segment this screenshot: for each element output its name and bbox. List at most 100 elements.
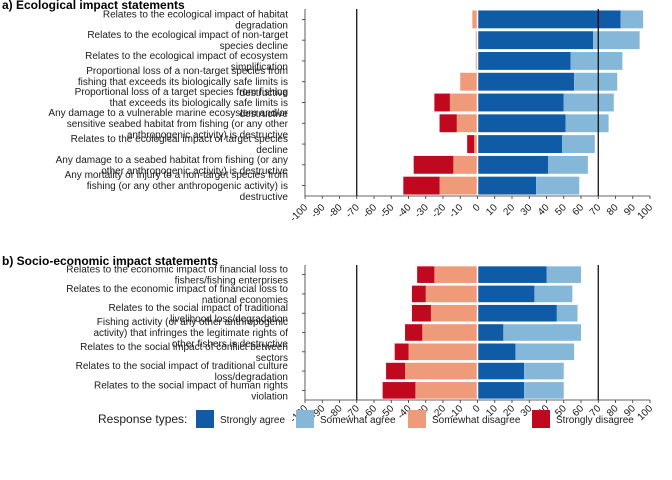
legend-swatch: [532, 410, 550, 428]
x-tick-label: -90: [309, 202, 327, 220]
bar-strongly-disagree: [413, 155, 454, 174]
panel-socio-economic: b) Socio-economic impact statementsRelat…: [2, 254, 655, 425]
bar-strongly-agree: [477, 362, 525, 380]
category-label: Proportional loss of a non-target specie…: [78, 66, 289, 99]
bar-somewhat-agree: [534, 285, 573, 303]
legend-swatch: [196, 410, 214, 428]
bar-strongly-disagree: [411, 285, 426, 303]
bar-strongly-agree: [477, 155, 549, 174]
bar-somewhat-disagree: [405, 362, 478, 380]
bar-somewhat-agree: [546, 266, 581, 283]
bar-strongly-disagree: [394, 343, 409, 361]
bar-somewhat-agree: [570, 52, 623, 70]
bar-strongly-agree: [477, 266, 547, 283]
bar-somewhat-disagree: [439, 176, 478, 195]
x-tick-label: -40: [396, 202, 414, 220]
bar-somewhat-agree: [620, 10, 644, 29]
bar-somewhat-disagree: [456, 114, 478, 133]
category-label: Any damage to a vulnerable marine ecosys…: [48, 108, 288, 141]
bar-strongly-agree: [477, 31, 594, 50]
bar-strongly-agree: [477, 176, 537, 195]
bar-strongly-disagree: [439, 114, 457, 133]
x-tick-label: -50: [378, 202, 396, 220]
x-tick-label: 100: [636, 403, 656, 423]
x-tick-label: -80: [327, 202, 345, 220]
bar-strongly-disagree: [411, 304, 431, 322]
legend-label: Strongly agree: [220, 415, 285, 426]
bar-strongly-agree: [477, 93, 564, 112]
legend-swatch: [408, 410, 426, 428]
bar-somewhat-disagree: [430, 304, 478, 322]
category-label: Relates to the social impact of traditio…: [76, 361, 289, 383]
bar-strongly-agree: [477, 114, 566, 133]
bar-somewhat-agree: [556, 304, 578, 322]
bar-strongly-disagree: [417, 266, 435, 283]
legend: Response types: Strongly agree Somewhat ag…: [98, 410, 634, 428]
bar-strongly-disagree: [405, 324, 423, 341]
category-label: Proportional loss of a target species fr…: [75, 87, 289, 120]
x-tick-label: -70: [344, 202, 362, 220]
panel-title: b) Socio-economic impact statements: [2, 254, 218, 268]
bar-strongly-disagree: [467, 135, 475, 153]
x-tick-label: 50: [553, 202, 569, 218]
bar-strongly-agree: [477, 324, 504, 341]
category-label: Any mortality or injury to a non-target …: [65, 170, 289, 203]
x-tick-label: 70: [588, 202, 604, 218]
x-tick-label: 10: [484, 202, 500, 218]
bar-somewhat-disagree: [422, 324, 478, 341]
x-tick-label: 40: [536, 202, 552, 218]
bar-somewhat-agree: [503, 324, 581, 341]
category-label: Relates to the social impact of conflict…: [80, 342, 288, 364]
bar-somewhat-agree: [574, 72, 618, 91]
legend-label: Somewhat agree: [320, 415, 396, 426]
bar-somewhat-disagree: [474, 135, 478, 153]
category-label: Relates to the ecological impact of ecos…: [85, 51, 288, 73]
bar-strongly-disagree: [386, 362, 406, 380]
bar-somewhat-disagree: [460, 72, 478, 91]
bar-somewhat-disagree: [415, 382, 478, 399]
category-label: Relates to the economic impact of financ…: [66, 265, 288, 287]
bar-strongly-agree: [477, 382, 525, 399]
bar-somewhat-disagree: [449, 93, 478, 112]
bar-somewhat-disagree: [475, 31, 478, 50]
x-tick-label: 20: [501, 202, 517, 218]
x-tick-label: 80: [605, 202, 621, 218]
bar-somewhat-agree: [515, 343, 575, 361]
bar-somewhat-agree: [563, 93, 614, 112]
bar-somewhat-agree: [536, 176, 580, 195]
x-tick-label: 0: [471, 202, 483, 214]
bar-strongly-disagree: [403, 176, 440, 195]
category-label: Relates to the ecological impact of targ…: [71, 134, 289, 156]
bar-somewhat-agree: [593, 31, 640, 50]
legend-swatch: [296, 410, 314, 428]
bar-somewhat-agree: [524, 362, 564, 380]
category-label: Relates to the ecological impact of habi…: [103, 9, 288, 31]
x-tick-label: -20: [430, 202, 448, 220]
bar-strongly-agree: [477, 343, 516, 361]
bar-strongly-agree: [477, 52, 571, 70]
x-tick-label: -100: [288, 202, 310, 224]
x-tick-label: 100: [636, 202, 656, 222]
x-tick-label: -60: [361, 202, 379, 220]
category-label: Relates to the ecological impact of non-…: [87, 30, 288, 52]
bar-somewhat-agree: [562, 135, 595, 153]
bar-strongly-disagree: [434, 93, 450, 112]
bar-strongly-agree: [477, 304, 557, 322]
x-tick-label: -30: [413, 202, 431, 220]
bar-strongly-agree: [477, 285, 535, 303]
category-label: Relates to the social impact of human ri…: [94, 380, 288, 402]
bar-strongly-agree: [477, 72, 575, 91]
legend-title: Response types:: [98, 412, 187, 426]
bar-somewhat-disagree: [472, 10, 478, 29]
panel-title: a) Ecological impact statements: [2, 0, 185, 12]
bar-somewhat-agree: [548, 155, 588, 174]
legend-label: Somewhat disagree: [432, 415, 521, 426]
category-label: Fishing activity (or any other anthropog…: [93, 317, 288, 350]
category-label: Relates to the social impact of traditio…: [108, 303, 288, 325]
bar-strongly-agree: [477, 135, 563, 153]
bar-somewhat-disagree: [425, 285, 478, 303]
bar-somewhat-disagree: [408, 343, 478, 361]
bar-somewhat-disagree: [453, 155, 478, 174]
